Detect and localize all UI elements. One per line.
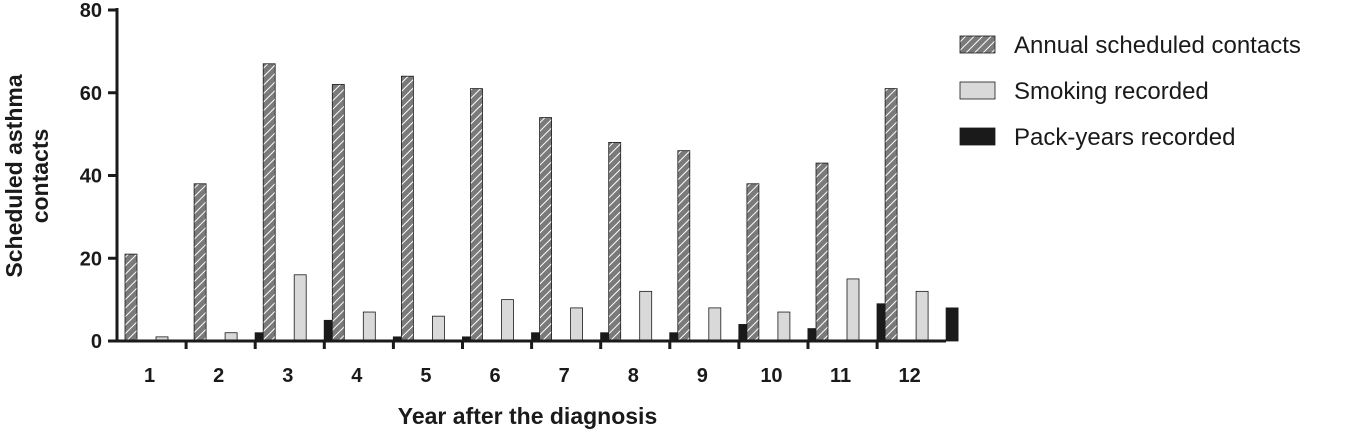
x-tick-label: 8 (628, 365, 639, 387)
bar-smoking-recorded-year-8 (639, 290, 653, 342)
x-tick-label: 2 (213, 365, 224, 387)
bar-annual-scheduled-contacts-year-11 (815, 162, 829, 342)
bar-annual-scheduled-contacts-year-3 (262, 63, 276, 342)
x-tick-label: 1 (144, 365, 155, 387)
bar-smoking-recorded-year-4 (362, 311, 376, 342)
x-tick-label: 6 (489, 365, 500, 387)
x-tick-label: 11 (830, 365, 851, 387)
x-tick-label: 4 (351, 365, 363, 387)
bar-annual-scheduled-contacts-year-12 (884, 88, 898, 342)
axes-layer (108, 8, 946, 349)
bar-annual-scheduled-contacts-year-8 (608, 141, 622, 342)
bar-smoking-recorded-year-6 (501, 299, 514, 342)
y-tick-label: 60 (80, 83, 102, 105)
bar-annual-scheduled-contacts-year-4 (331, 84, 345, 342)
bar-annual-scheduled-contacts-year-7 (539, 117, 552, 342)
legend-label-pack-years-recorded: Pack-years recorded (1014, 124, 1235, 151)
bar-smoking-recorded-year-9 (708, 307, 722, 342)
bar-annual-scheduled-contacts-year-2 (193, 183, 207, 342)
bar-smoking-recorded-year-3 (293, 274, 307, 342)
bar-smoking-recorded-year-5 (431, 315, 445, 342)
bar-smoking-recorded-year-12 (915, 290, 929, 342)
bar-smoking-recorded-year-7 (570, 307, 583, 342)
legend-swatch-annual-scheduled-contacts (959, 35, 996, 54)
bar-annual-scheduled-contacts-year-9 (677, 150, 691, 342)
bar-annual-scheduled-contacts-year-6 (470, 88, 483, 342)
bar-annual-scheduled-contacts-year-1 (124, 253, 138, 342)
bar-annual-scheduled-contacts-year-5 (400, 75, 414, 342)
x-tick-label: 5 (420, 365, 431, 387)
y-tick-label: 80 (80, 0, 102, 22)
bars-layer (124, 63, 959, 342)
legend-swatch-pack-years-recorded (959, 127, 996, 146)
x-tick-label: 3 (282, 365, 293, 387)
x-tick-label: 9 (697, 365, 708, 387)
y-tick-label: 40 (80, 166, 102, 188)
y-tick-label: 0 (91, 331, 102, 353)
x-tick-label: 7 (559, 365, 570, 387)
x-axis-title: Year after the diagnosis (398, 403, 657, 429)
legend-label-smoking-recorded: Smoking recorded (1014, 78, 1209, 105)
y-tick-label: 20 (80, 248, 102, 270)
x-tick-label: 10 (760, 365, 782, 387)
x-tick-label: 12 (899, 365, 921, 387)
bar-pack-years-recorded-year-12 (945, 307, 959, 342)
bar-smoking-recorded-year-11 (846, 278, 860, 342)
bar-annual-scheduled-contacts-year-10 (746, 183, 760, 342)
y-axis-title: Scheduled asthmacontacts (1, 74, 53, 277)
legend-swatch-smoking-recorded (959, 81, 996, 100)
bar-smoking-recorded-year-10 (777, 311, 791, 342)
legend-label-annual-scheduled-contacts: Annual scheduled contacts (1014, 32, 1301, 59)
legend: Annual scheduled contacts Smoking recorde… (959, 32, 1301, 151)
